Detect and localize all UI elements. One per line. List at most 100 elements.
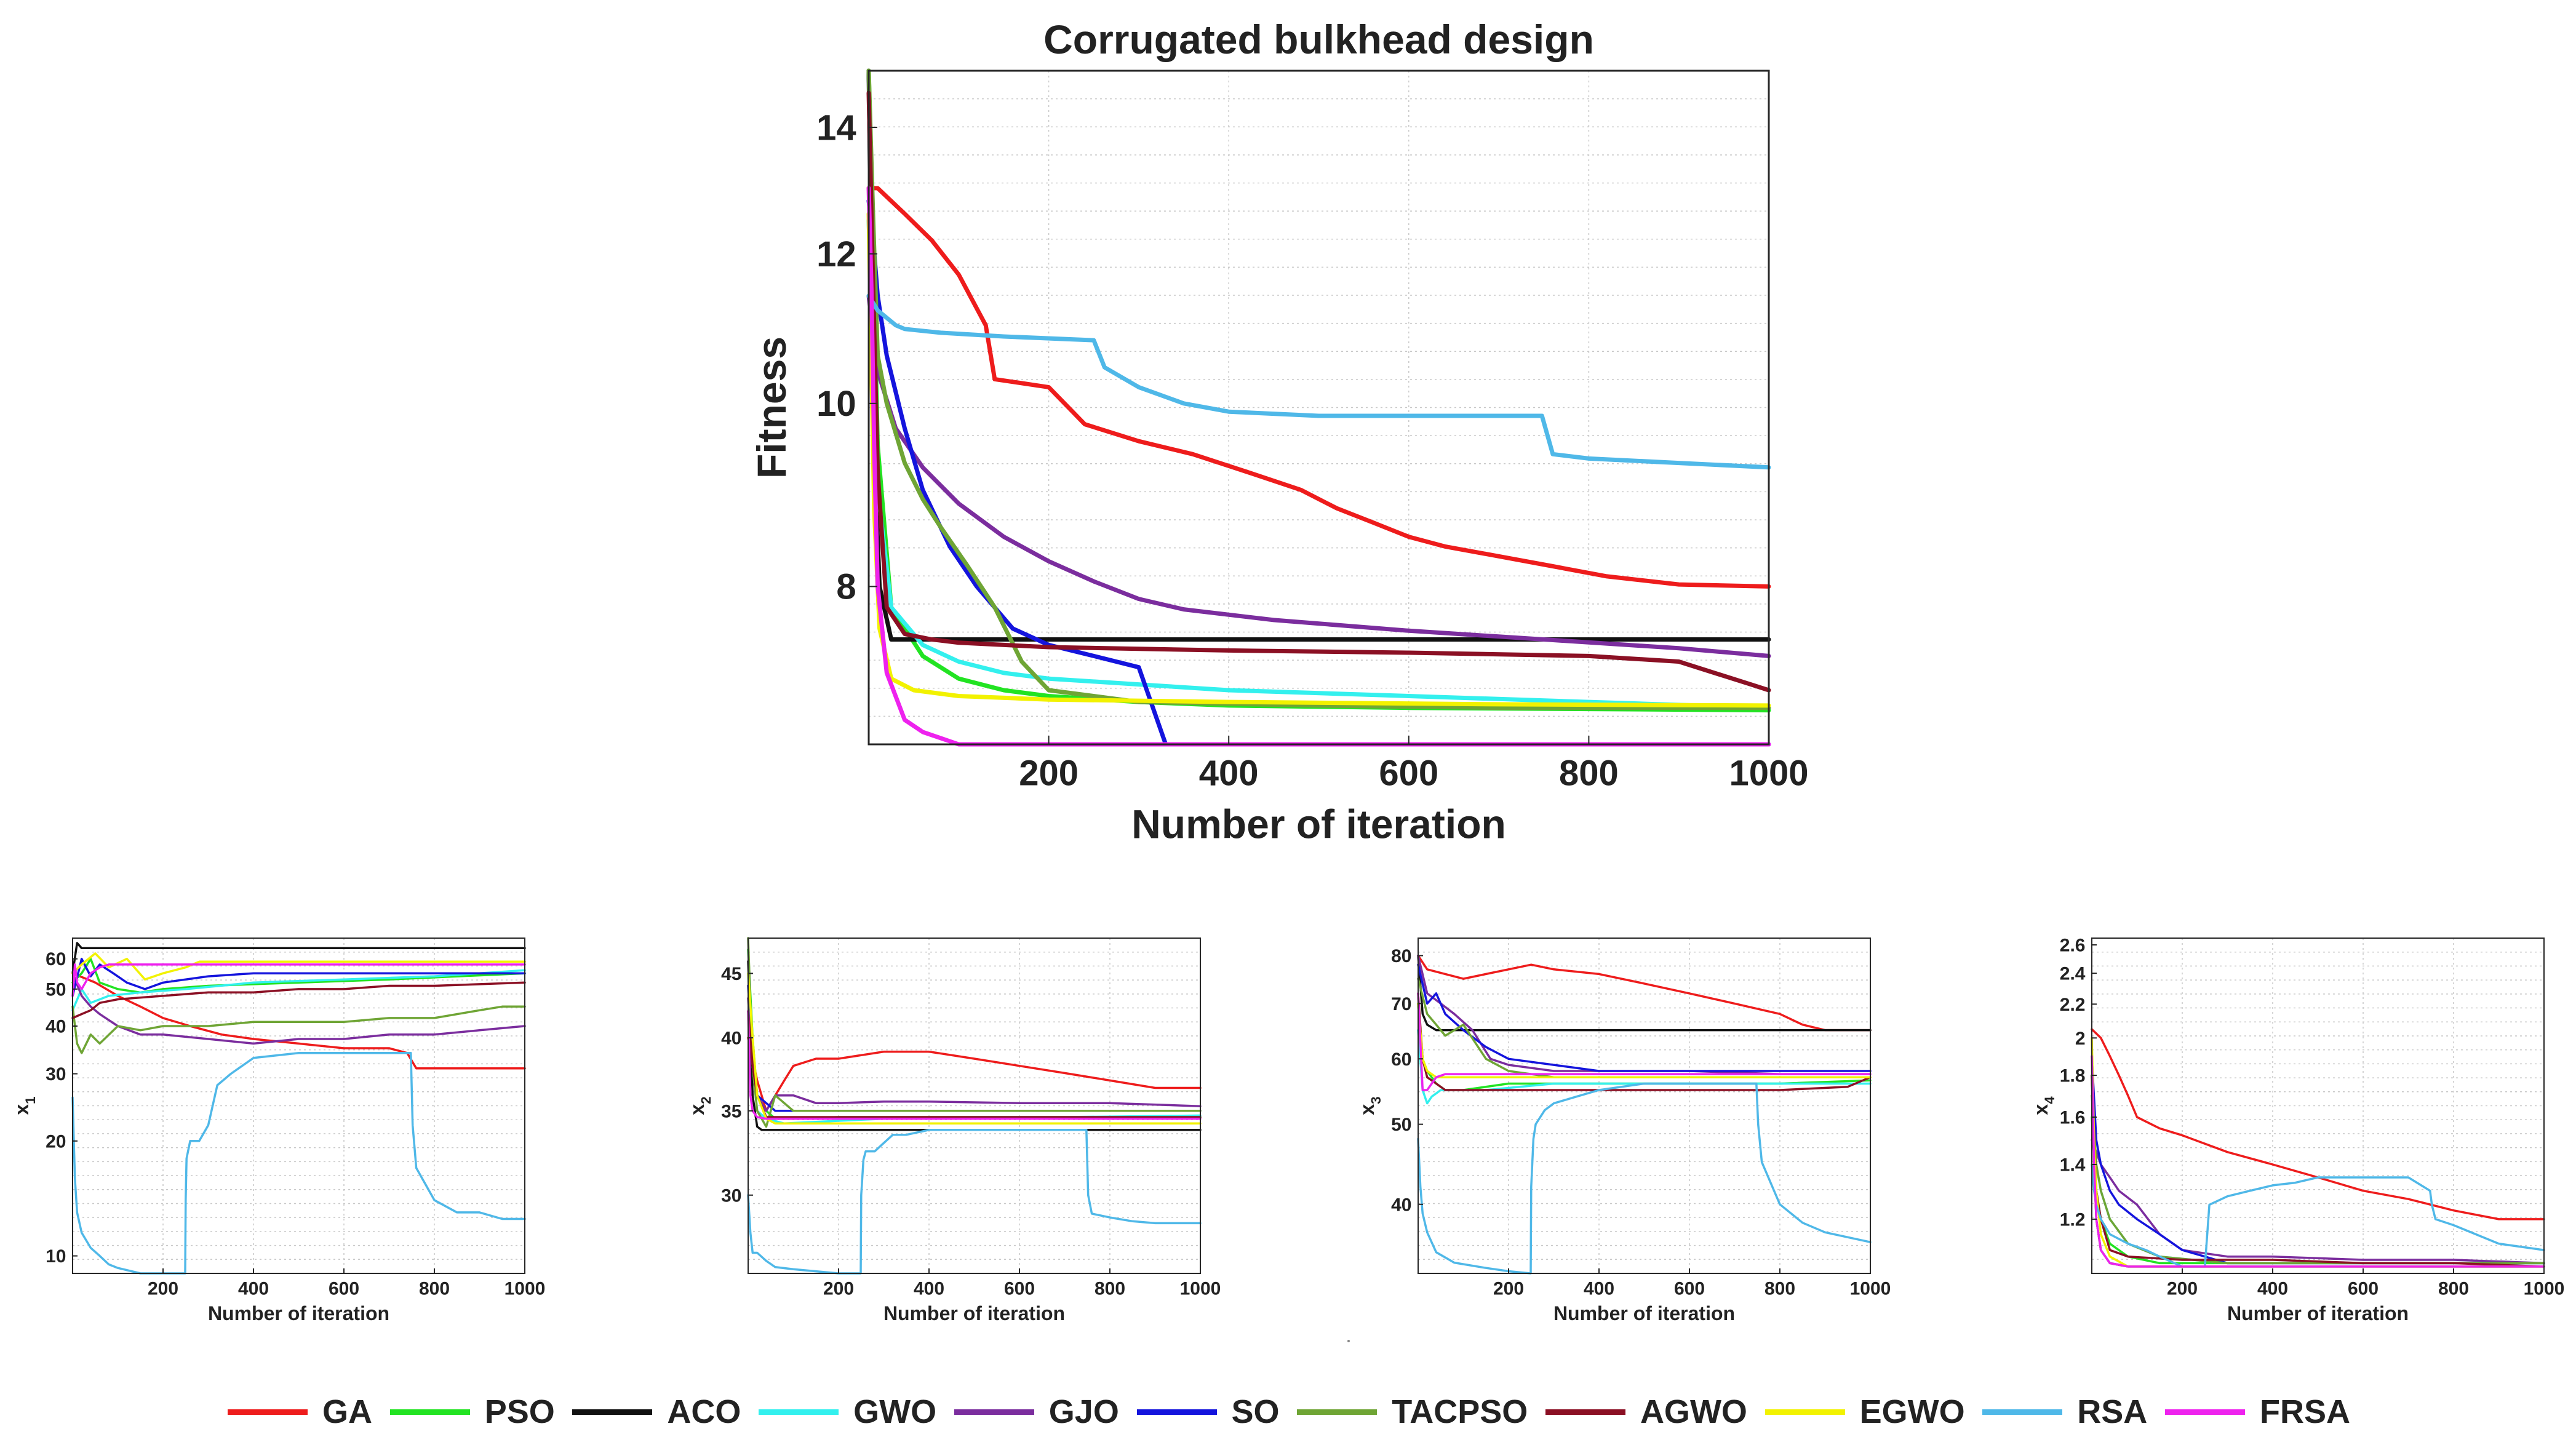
legend-item-agwo: AGWO	[1545, 1393, 1747, 1431]
x-axis-label: Number of iteration	[1131, 802, 1506, 847]
y-tick-label: 2.6	[2060, 935, 2086, 955]
legend-item-so: SO	[1136, 1393, 1280, 1431]
x-tick-label: 200	[1019, 754, 1079, 794]
y-tick-label: 10	[46, 1246, 66, 1267]
y-axis-label-main: x	[10, 1104, 33, 1115]
x-tick-label: 800	[1095, 1279, 1125, 1299]
y-axis-label-main: x	[686, 1104, 708, 1115]
legend-item-rsa: RSA	[1982, 1393, 2147, 1431]
x-tick-label: 400	[1584, 1279, 1614, 1299]
legend-label: SO	[1231, 1393, 1280, 1430]
series-line-rsa	[866, 293, 1771, 470]
series-line-agwo	[71, 981, 526, 1019]
series-line-egwo	[1417, 1002, 1872, 1078]
series-line-ga	[866, 186, 1771, 589]
series-line-rsa	[747, 1129, 1202, 1275]
y-tick-label: 70	[1391, 994, 1411, 1014]
series-line-so	[71, 957, 526, 997]
y-axis-label-subscript: 4	[2042, 1096, 2057, 1104]
y-tick-label: 8	[836, 567, 856, 607]
plot-border	[748, 937, 1201, 1274]
x-tick-label: 400	[1199, 754, 1259, 794]
chart-x2: 200 400 600 800 1000 30 35 40 45 Number of iterat…	[686, 937, 1221, 1324]
y-axis-label: x3	[1356, 1096, 1384, 1115]
y-tick-label: 60	[1391, 1049, 1411, 1070]
plot-border	[867, 70, 1770, 746]
legend-label: PSO	[484, 1393, 555, 1430]
legend-swatch	[1136, 1409, 1217, 1415]
legend-label: GWO	[853, 1393, 937, 1430]
series-line-so	[1417, 963, 1872, 1072]
x-tick-label: 1000	[1850, 1279, 1891, 1299]
y-axis-label-subscript: 3	[1368, 1096, 1384, 1104]
series-line-gjo	[866, 293, 1771, 658]
x-tick-label: 800	[419, 1279, 450, 1299]
series-line-frsa	[1417, 992, 1872, 1091]
x-tick-label: 600	[1379, 754, 1438, 794]
legend-item-pso: PSO	[389, 1393, 555, 1431]
y-tick-label: 45	[721, 964, 741, 984]
series-line-rsa	[2091, 1163, 2545, 1268]
y-axis-label-main: x	[1356, 1104, 1378, 1115]
x-tick-label: 200	[148, 1279, 178, 1299]
y-tick-label: 2.4	[2060, 964, 2086, 984]
legend-item-gjo: GJO	[954, 1393, 1119, 1431]
x-tick-label: 1000	[504, 1279, 546, 1299]
legend-swatch	[1982, 1409, 2063, 1415]
legend-item-ga: GA	[228, 1393, 372, 1431]
legend-item-egwo: EGWO	[1765, 1393, 1965, 1431]
chart-fitness: 200 400 600 800 1000 8 10 12 14 Number of iterati…	[749, 17, 1809, 847]
legend-swatch	[389, 1409, 470, 1415]
series-line-aco	[1417, 954, 1872, 1032]
y-tick-label: 50	[1391, 1115, 1411, 1135]
series-line-gwo	[71, 969, 526, 1012]
stray-dot	[1347, 1340, 1350, 1342]
series-line-tacpso	[747, 937, 1202, 1128]
y-tick-label: 40	[721, 1029, 741, 1049]
x-axis-label: Number of iteration	[2227, 1302, 2409, 1324]
x-tick-label: 1000	[1180, 1279, 1221, 1299]
series-line-frsa	[747, 1009, 1202, 1120]
x-tick-label: 600	[1004, 1279, 1035, 1299]
plot-border	[72, 937, 525, 1274]
series-line-agwo	[866, 90, 1771, 693]
x-tick-label: 200	[1493, 1279, 1524, 1299]
x-tick-label: 800	[1559, 754, 1619, 794]
y-tick-label: 1.4	[2060, 1155, 2086, 1175]
x-tick-label: 600	[2348, 1279, 2379, 1299]
plot-border	[2091, 937, 2545, 1274]
x-tick-label: 1000	[2524, 1279, 2565, 1299]
x-tick-label: 200	[823, 1279, 854, 1299]
chart-title: Corrugated bulkhead design	[1043, 17, 1594, 62]
y-tick-label: 40	[46, 1017, 66, 1037]
series-line-rsa	[71, 1052, 526, 1275]
y-axis-label-main: Fitness	[749, 336, 794, 479]
y-tick-label: 35	[721, 1101, 741, 1121]
legend-label: RSA	[2077, 1393, 2148, 1430]
legend-item-tacpso: TACPSO	[1297, 1393, 1528, 1431]
legend-label: EGWO	[1859, 1393, 1965, 1430]
y-tick-label: 30	[46, 1064, 66, 1085]
y-tick-label: 50	[46, 979, 66, 1000]
y-axis-label-subscript: 1	[23, 1096, 38, 1104]
legend-swatch	[1545, 1409, 1625, 1415]
legend: GA PSO ACO GWO GJO SO TACPSO AGWO EGWO RSA FRSA	[228, 1387, 2350, 1436]
series-line-egwo	[747, 972, 1202, 1125]
series-line-aco	[71, 942, 526, 974]
x-axis-label: Number of iteration	[208, 1302, 389, 1324]
y-tick-label: 80	[1391, 946, 1411, 966]
legend-swatch	[572, 1409, 653, 1415]
legend-item-frsa: FRSA	[2165, 1393, 2350, 1431]
series-line-frsa	[71, 963, 526, 997]
legend-label: AGWO	[1640, 1393, 1747, 1430]
legend-item-aco: ACO	[572, 1393, 741, 1431]
chart-x3: 200 400 600 800 1000 40 50 60 70 80 Number of iter…	[1356, 937, 1891, 1324]
legend-item-gwo: GWO	[759, 1393, 936, 1431]
y-tick-label: 40	[1391, 1195, 1411, 1215]
legend-swatch	[1765, 1409, 1845, 1415]
y-tick-label: 30	[721, 1185, 741, 1206]
x-tick-label: 400	[238, 1279, 269, 1299]
y-tick-label: 1.6	[2060, 1107, 2086, 1128]
legend-label: FRSA	[2260, 1393, 2350, 1430]
